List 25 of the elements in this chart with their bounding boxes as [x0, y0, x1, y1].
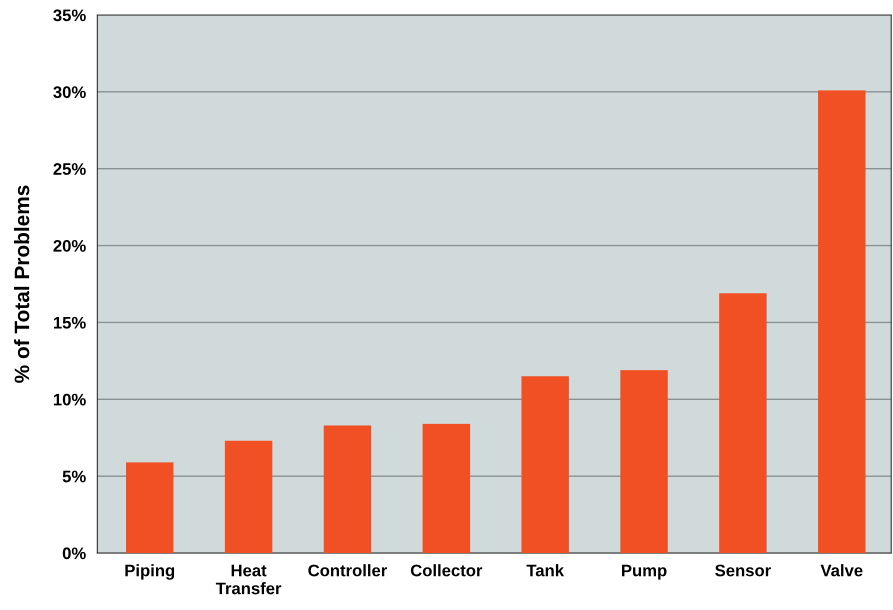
y-axis-title: % of Total Problems [14, 186, 30, 383]
x-tick-label: Collector [410, 564, 482, 576]
bar [126, 462, 174, 554]
y-tick-label: 25% [53, 163, 86, 175]
bar [719, 293, 767, 554]
y-tick-label: 35% [53, 9, 86, 22]
y-tick-label: 5% [62, 470, 86, 482]
bar [620, 370, 668, 554]
y-tick-label: 15% [54, 316, 86, 329]
bar [324, 425, 372, 554]
bar [521, 376, 569, 554]
x-tick-label: Pump [622, 564, 667, 580]
y-tick-label: 20% [53, 240, 86, 252]
y-tick-label: 30% [53, 86, 86, 98]
x-tick-label: Piping [125, 564, 174, 580]
y-tick-label: 0% [62, 547, 86, 560]
bar [818, 90, 866, 554]
y-tick-label: 10% [54, 394, 86, 406]
x-tick-label: Controller [308, 564, 388, 576]
x-tick-label: Heat Transfer [216, 564, 282, 594]
bar [422, 424, 470, 554]
x-tick-label: Tank [526, 564, 564, 576]
x-tick-label: Sensor [715, 564, 771, 576]
x-tick-label: Valve [820, 564, 863, 576]
bar [224, 440, 272, 554]
